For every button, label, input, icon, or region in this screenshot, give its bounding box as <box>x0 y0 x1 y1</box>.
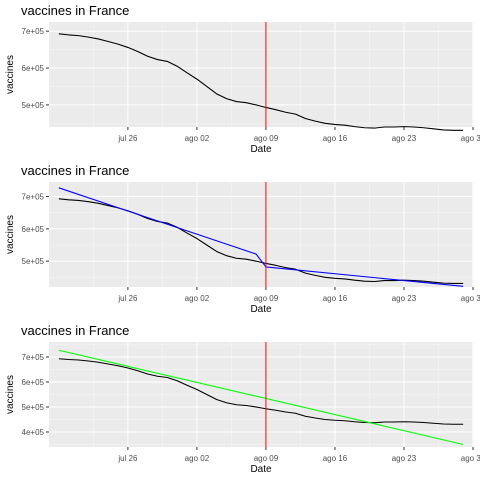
y-tick-label: 7e+05 <box>22 353 45 362</box>
x-axis-title: Date <box>250 304 272 315</box>
x-tick-label: ago 16 <box>323 454 348 463</box>
x-tick-label: ago 16 <box>323 134 348 143</box>
chart-panel: vaccines in France jul 26 ago 02 ago 09 ago … <box>5 163 480 315</box>
x-tick-label: ago 09 <box>254 134 279 143</box>
series-line <box>58 358 464 425</box>
x-axis-title: Date <box>250 144 272 155</box>
y-tick-label: 5e+05 <box>22 257 45 266</box>
series-line <box>58 33 464 131</box>
x-tick-label: ago 23 <box>392 454 417 463</box>
y-tick-label: 6e+05 <box>22 225 45 234</box>
x-tick-label: ago 16 <box>323 294 348 303</box>
plot-panel <box>49 182 473 287</box>
x-tick-label: ago 02 <box>185 134 210 143</box>
x-axis-title: Date <box>250 464 272 475</box>
y-tick-label: 5e+05 <box>22 101 45 110</box>
x-tick-label: ago 30 <box>461 454 480 463</box>
y-tick-label: 5e+05 <box>22 403 45 412</box>
y-tick-label: 7e+05 <box>22 193 45 202</box>
y-tick-label: 6e+05 <box>22 378 45 387</box>
y-tick-label: 7e+05 <box>22 27 45 36</box>
series-line <box>58 349 464 446</box>
x-tick-label: jul 26 <box>117 134 138 143</box>
y-axis-title: vaccines <box>5 215 16 254</box>
chart-title: vaccines in France <box>21 3 129 18</box>
y-tick-label: 4e+05 <box>22 428 45 437</box>
series-line <box>58 187 464 287</box>
chart-title: vaccines in France <box>21 323 129 338</box>
x-tick-label: ago 30 <box>461 294 480 303</box>
x-tick-label: ago 23 <box>392 134 417 143</box>
x-tick-label: ago 30 <box>461 134 480 143</box>
chart-panel: vaccines in France jul 26 ago 02 ago 09 ago … <box>5 3 480 155</box>
chart-panel: vaccines in France jul 26 ago 02 ago 09 ago … <box>5 323 480 475</box>
x-tick-label: ago 02 <box>185 454 210 463</box>
x-tick-label: jul 26 <box>117 294 138 303</box>
x-tick-label: jul 26 <box>117 454 138 463</box>
x-tick-label: ago 23 <box>392 294 417 303</box>
plot-panel <box>49 22 473 127</box>
x-tick-label: ago 09 <box>254 454 279 463</box>
y-tick-label: 6e+05 <box>22 64 45 73</box>
y-axis-title: vaccines <box>5 375 16 414</box>
x-tick-label: ago 09 <box>254 294 279 303</box>
y-axis-title: vaccines <box>5 55 16 94</box>
chart-title: vaccines in France <box>21 163 129 178</box>
x-tick-label: ago 02 <box>185 294 210 303</box>
